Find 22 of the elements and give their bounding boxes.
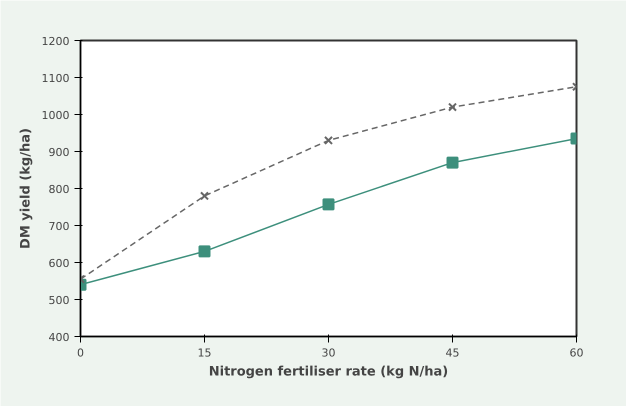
y-tick-label: 600: [48, 257, 70, 270]
point: [198, 245, 210, 258]
y-tick-label: 800: [48, 183, 70, 196]
point: [448, 102, 458, 112]
x-axis-title: Nitrogen fertiliser rate (kg N/ha): [208, 364, 448, 380]
x-tick-label: 15: [198, 346, 212, 360]
x-tick-label: 45: [446, 346, 460, 360]
x-tick-label: 0: [77, 346, 84, 360]
y-tick-label: 1200: [42, 35, 70, 48]
point: [200, 191, 210, 200]
point: [446, 156, 458, 169]
x-tick-label: 60: [570, 346, 584, 360]
y-tick-label: 900: [48, 146, 70, 159]
y-tick-label: 500: [48, 294, 70, 307]
y-tick-label: 400: [48, 331, 70, 344]
y-tick-label: 1100: [42, 72, 70, 85]
y-axis-title: DM yield (kg/ha): [18, 128, 34, 249]
point: [322, 198, 334, 210]
y-tick-label: 1000: [42, 109, 70, 122]
y-tick-label: 700: [48, 220, 70, 233]
point: [324, 136, 334, 145]
x-tick-label: 30: [322, 346, 336, 360]
